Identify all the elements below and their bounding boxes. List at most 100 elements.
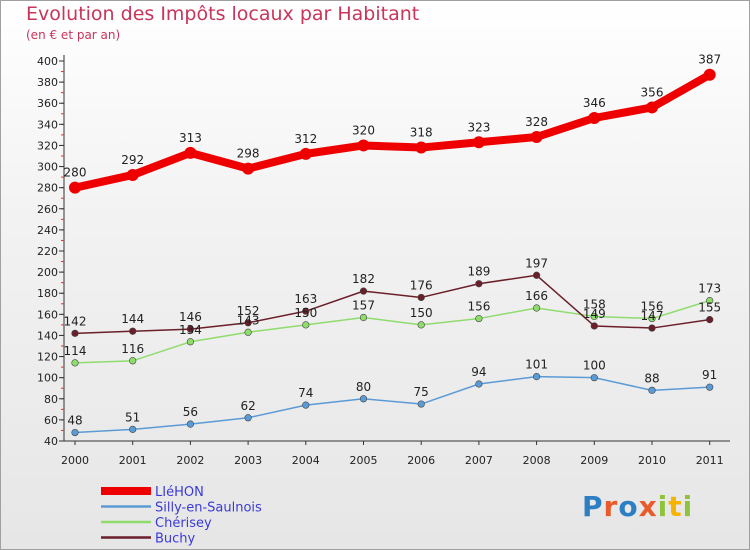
data-label: 152: [237, 304, 260, 318]
data-point: [129, 425, 137, 433]
data-label: 150: [294, 306, 317, 320]
y-tick-label: 220: [37, 245, 58, 258]
legend-label: Buchy: [155, 532, 196, 547]
y-tick-label: 340: [37, 118, 58, 131]
x-tick-label: 2009: [580, 454, 608, 467]
data-label: 155: [698, 301, 721, 315]
x-tick-label: 2006: [407, 454, 435, 467]
data-labels: 280 292 313 298 312 320 318 323 328 346 356 387 48 51…: [64, 53, 722, 428]
x-tick-label: 2003: [234, 454, 262, 467]
logo-letter: i: [657, 490, 669, 523]
data-point: [706, 383, 714, 391]
data-label: 144: [121, 312, 144, 326]
y-tick-label: 140: [37, 329, 58, 342]
y-tick-label: 320: [37, 139, 58, 152]
data-point: [532, 271, 541, 279]
data-label: 158: [583, 297, 606, 311]
legend-label: LIéHON: [155, 485, 204, 500]
x-tick-label: 2008: [523, 454, 551, 467]
data-point: [532, 304, 541, 312]
data-label: 149: [583, 307, 606, 321]
data-point: [186, 325, 194, 333]
data-label: 157: [352, 299, 375, 313]
logo-letter: i: [682, 490, 694, 523]
data-label: 280: [64, 166, 87, 180]
y-tick-label: 300: [37, 161, 58, 174]
series-line-0: [71, 70, 714, 192]
data-point: [186, 338, 194, 346]
data-label: 318: [410, 126, 433, 140]
data-label: 356: [641, 85, 664, 99]
data-point: [648, 314, 656, 323]
data-point: [302, 321, 310, 329]
data-point: [357, 139, 370, 152]
data-label: 312: [294, 132, 317, 146]
data-point: [299, 147, 312, 160]
data-label: 323: [467, 120, 490, 134]
data-label: 94: [471, 365, 486, 379]
x-tick-label: 2000: [61, 454, 89, 467]
logo-letter: r: [603, 490, 619, 523]
data-label: 320: [352, 123, 375, 137]
data-label: 134: [179, 323, 202, 337]
data-label: 166: [525, 289, 548, 303]
series-lines: [69, 68, 716, 437]
x-tick-label: 2001: [119, 454, 147, 467]
logo-letter: P: [582, 490, 604, 523]
data-point: [129, 357, 137, 365]
x-tick-label: 2011: [696, 454, 724, 467]
data-label: 80: [356, 380, 371, 394]
data-point: [475, 280, 483, 288]
data-point: [244, 414, 252, 422]
data-label: 313: [179, 131, 202, 145]
data-label: 143: [237, 313, 260, 327]
data-label: 292: [121, 153, 144, 167]
y-tick-label: 380: [37, 76, 58, 89]
data-label: 56: [183, 405, 198, 419]
data-label: 88: [644, 371, 659, 385]
data-point: [69, 181, 81, 194]
data-point: [71, 329, 79, 337]
data-point: [706, 316, 714, 324]
data-label: 100: [583, 359, 606, 373]
data-point: [186, 420, 194, 428]
y-tick-label: 280: [37, 182, 58, 195]
y-tick-label: 360: [37, 97, 58, 110]
data-point: [417, 321, 425, 329]
data-point: [590, 374, 598, 382]
data-point: [184, 146, 197, 159]
logo-letter: t: [668, 490, 683, 523]
data-point: [703, 68, 716, 81]
y-tick-label: 400: [37, 55, 58, 68]
data-label: 114: [64, 344, 87, 358]
x-tick-label: 2007: [465, 454, 493, 467]
data-label: 75: [414, 385, 429, 399]
data-point: [302, 401, 310, 409]
data-label: 182: [352, 272, 375, 286]
logo-letter: x: [638, 490, 658, 523]
data-point: [302, 307, 310, 315]
y-tick-label: 40: [44, 435, 58, 448]
data-label: 189: [467, 265, 490, 279]
data-point: [588, 112, 601, 124]
data-label: 150: [410, 306, 433, 320]
chart-subtitle: (en € et par an): [26, 28, 121, 42]
data-point: [648, 386, 656, 394]
data-label: 176: [410, 278, 433, 292]
data-label: 147: [641, 309, 664, 323]
y-tick-label: 80: [44, 393, 58, 406]
data-label: 156: [467, 300, 490, 314]
data-label: 74: [298, 386, 313, 400]
y-tick-label: 60: [44, 414, 58, 427]
data-point: [242, 162, 255, 175]
data-point: [129, 327, 137, 335]
data-label: 387: [698, 53, 721, 67]
data-label: 101: [525, 358, 548, 372]
proxiti-logo: Proxiti: [582, 490, 693, 523]
axes: 40 60 80 100 120 140 160 180 200 220 240 260 280 300 3…: [37, 55, 730, 467]
series-line-1: [74, 375, 711, 434]
data-point: [648, 324, 656, 332]
x-tick-label: 2004: [292, 454, 320, 467]
data-label: 298: [237, 147, 260, 161]
data-label: 62: [240, 399, 255, 413]
